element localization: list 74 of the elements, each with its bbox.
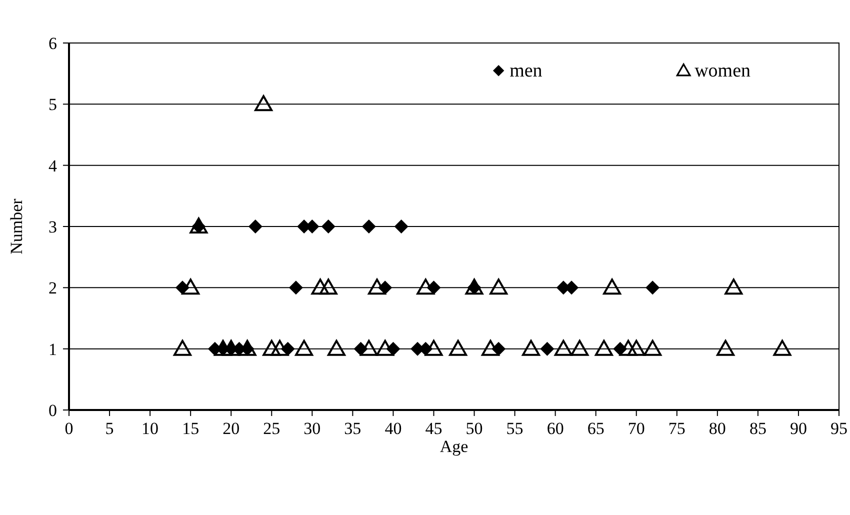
- point: [280, 342, 295, 356]
- point: [362, 220, 376, 234]
- point: [424, 340, 443, 356]
- point: [175, 280, 190, 295]
- y-tick-label: 4: [48, 156, 58, 176]
- point: [449, 340, 468, 356]
- point: [644, 340, 662, 356]
- y-tick-label: 1: [48, 340, 57, 359]
- point: [492, 342, 506, 356]
- y-tick-label: 6: [48, 34, 57, 53]
- x-tick-label: 45: [425, 419, 442, 438]
- legend-label: men: [510, 60, 543, 82]
- x-tick-label: 35: [344, 419, 362, 438]
- x-tick-label: 75: [668, 419, 686, 438]
- point: [554, 340, 572, 356]
- x-tick-label: 40: [384, 419, 402, 438]
- point: [182, 278, 200, 295]
- point: [254, 95, 273, 112]
- point: [481, 340, 500, 356]
- x-tick-label: 50: [466, 419, 483, 438]
- x-tick-label: 25: [263, 419, 280, 438]
- x-tick-label: 0: [64, 419, 74, 438]
- x-axis-title: Age: [440, 437, 468, 456]
- point: [360, 340, 378, 356]
- x-tick-label: 85: [749, 419, 766, 438]
- point: [262, 340, 281, 356]
- point: [173, 340, 192, 356]
- point: [386, 342, 400, 356]
- point: [490, 278, 508, 295]
- x-tick-label: 5: [105, 419, 114, 438]
- point: [646, 280, 660, 295]
- point: [619, 340, 638, 356]
- point: [270, 340, 289, 356]
- point: [540, 342, 554, 356]
- point: [416, 278, 435, 295]
- point: [354, 342, 368, 356]
- point: [394, 220, 408, 234]
- point: [627, 340, 646, 356]
- y-tick-label: 0: [48, 401, 57, 420]
- y-tick-label: 3: [48, 218, 57, 236]
- x-tick-label: 95: [830, 419, 848, 438]
- point: [773, 340, 792, 356]
- x-tick-label: 30: [304, 419, 321, 438]
- point: [716, 340, 735, 356]
- point: [321, 220, 336, 234]
- y-tick-label: 5: [48, 95, 57, 114]
- point: [311, 278, 330, 295]
- y-tick-label: 2: [48, 278, 57, 298]
- point: [426, 280, 441, 295]
- x-tick-label: 20: [222, 419, 240, 438]
- point: [295, 340, 314, 356]
- point: [378, 280, 392, 295]
- point: [603, 278, 622, 295]
- point: [248, 220, 262, 234]
- point: [724, 278, 743, 295]
- x-tick-label: 70: [628, 419, 645, 438]
- x-tick-label: 80: [708, 419, 726, 438]
- point: [368, 278, 386, 295]
- legend-label: women: [694, 60, 752, 82]
- x-tick-label: 15: [182, 419, 200, 438]
- point: [522, 340, 540, 356]
- x-tick-label: 90: [790, 419, 807, 438]
- point: [613, 342, 628, 356]
- point: [319, 278, 338, 295]
- y-axis-title: Number: [7, 198, 26, 254]
- x-tick-label: 60: [546, 419, 564, 438]
- x-tick-label: 10: [142, 419, 159, 438]
- x-tick-label: 55: [506, 419, 524, 438]
- point: [376, 340, 394, 356]
- point: [570, 340, 589, 356]
- point: [594, 340, 613, 356]
- point: [288, 280, 303, 295]
- point: [327, 340, 346, 356]
- x-tick-label: 65: [587, 419, 604, 438]
